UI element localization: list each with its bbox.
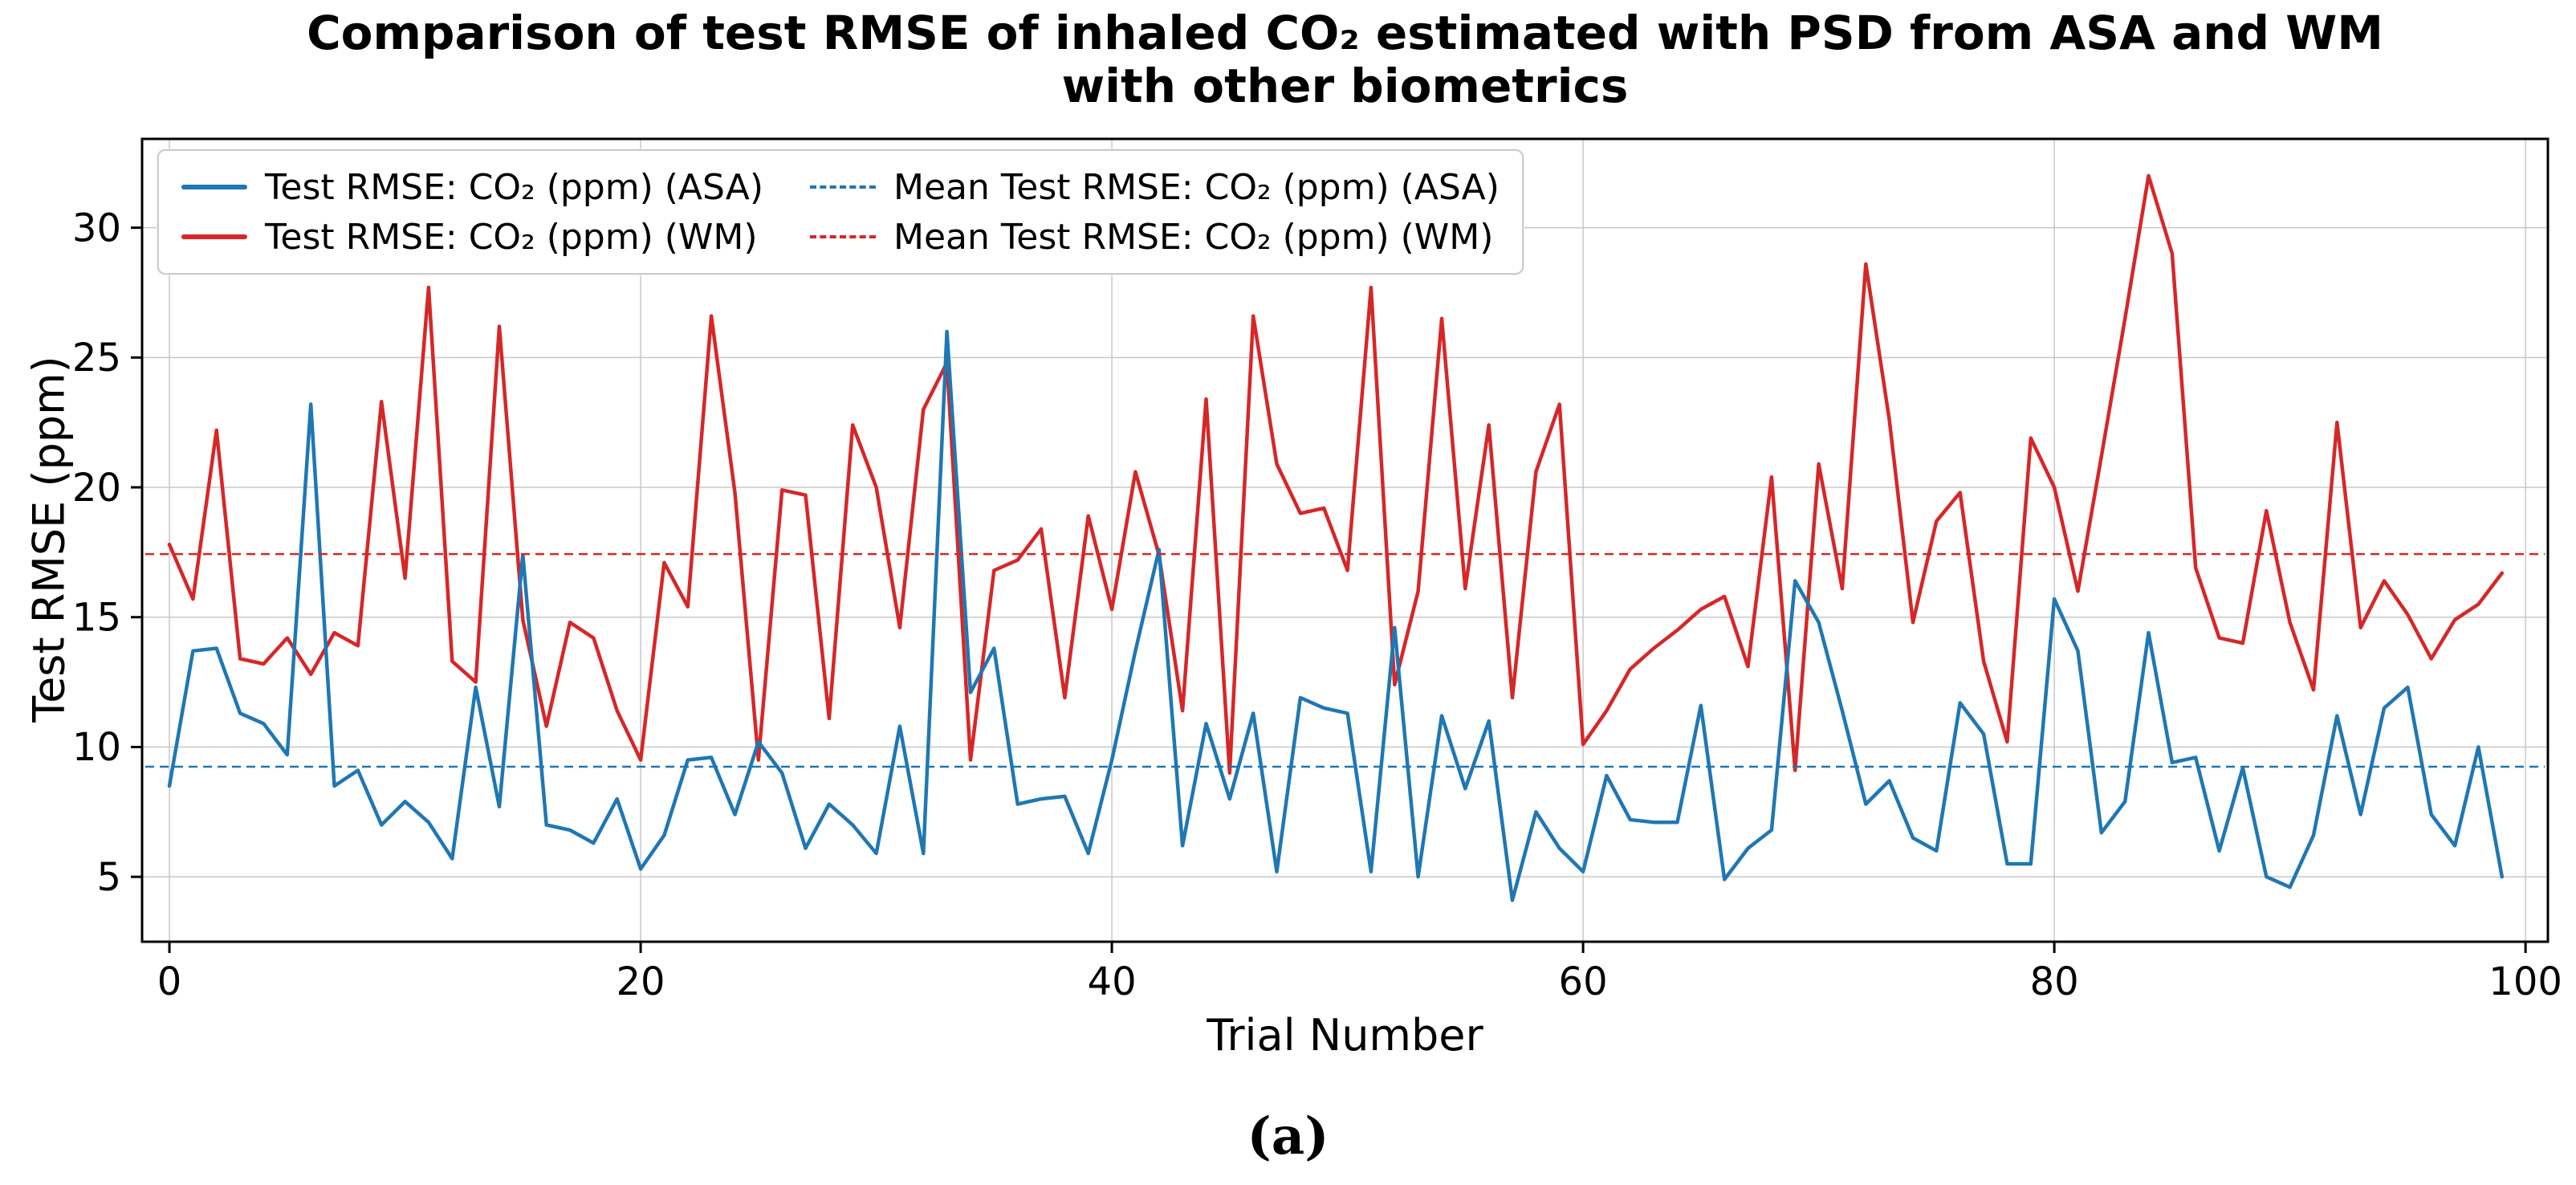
chart-title: Comparison of test RMSE of inhaled CO₂ e…: [142, 6, 2548, 112]
tick-label-x-20: 20: [617, 959, 665, 1004]
legend-dash-sample-mean-wm: [810, 235, 877, 238]
legend-item-mean-wm: Mean Test RMSE: CO₂ (ppm) (WM): [810, 212, 1500, 262]
legend-item-asa: Test RMSE: CO₂ (ppm) (ASA): [181, 162, 763, 212]
tick-label-y-15: 15: [72, 596, 121, 641]
series-line-asa: [167, 329, 2505, 902]
x-axis-title: Trial Number: [1207, 1010, 1483, 1061]
tick-label-y-30: 30: [72, 206, 121, 250]
y-axis-title: Test RMSE (ppm): [23, 356, 75, 723]
tick-label-x-80: 80: [2030, 959, 2079, 1004]
tick-label-y-20: 20: [72, 466, 121, 511]
axes-spines: [140, 137, 2550, 943]
legend-line-sample-wm: [181, 234, 247, 239]
tick-label-y-5: 5: [96, 855, 121, 900]
tick-label-x-100: 100: [2489, 959, 2562, 1004]
legend-label-asa: Test RMSE: CO₂ (ppm) (ASA): [265, 166, 764, 208]
legend-dash-sample-mean-asa: [810, 185, 877, 189]
legend-label-wm: Test RMSE: CO₂ (ppm) (WM): [265, 216, 758, 258]
series-line-wm: [167, 173, 2505, 776]
legend-item-mean-asa: Mean Test RMSE: CO₂ (ppm) (ASA): [810, 162, 1500, 212]
legend-label-mean-asa: Mean Test RMSE: CO₂ (ppm) (ASA): [893, 166, 1500, 208]
legend-label-mean-wm: Mean Test RMSE: CO₂ (ppm) (WM): [893, 216, 1494, 258]
chart-title-line2: with other biometrics: [1061, 59, 1629, 114]
tick-label-x-0: 0: [157, 959, 182, 1004]
tick-label-y-10: 10: [72, 725, 121, 770]
tick-label-y-25: 25: [72, 336, 121, 381]
legend-item-wm: Test RMSE: CO₂ (ppm) (WM): [181, 212, 763, 262]
tick-label-x-60: 60: [1559, 959, 1608, 1004]
legend: Test RMSE: CO₂ (ppm) (ASA) Test RMSE: CO…: [157, 149, 1524, 275]
legend-line-sample-asa: [181, 185, 247, 189]
tick-label-x-40: 40: [1088, 959, 1137, 1004]
chart-title-line1: Comparison of test RMSE of inhaled CO₂ e…: [307, 6, 2383, 60]
subfigure-caption: (a): [1247, 1106, 1329, 1167]
